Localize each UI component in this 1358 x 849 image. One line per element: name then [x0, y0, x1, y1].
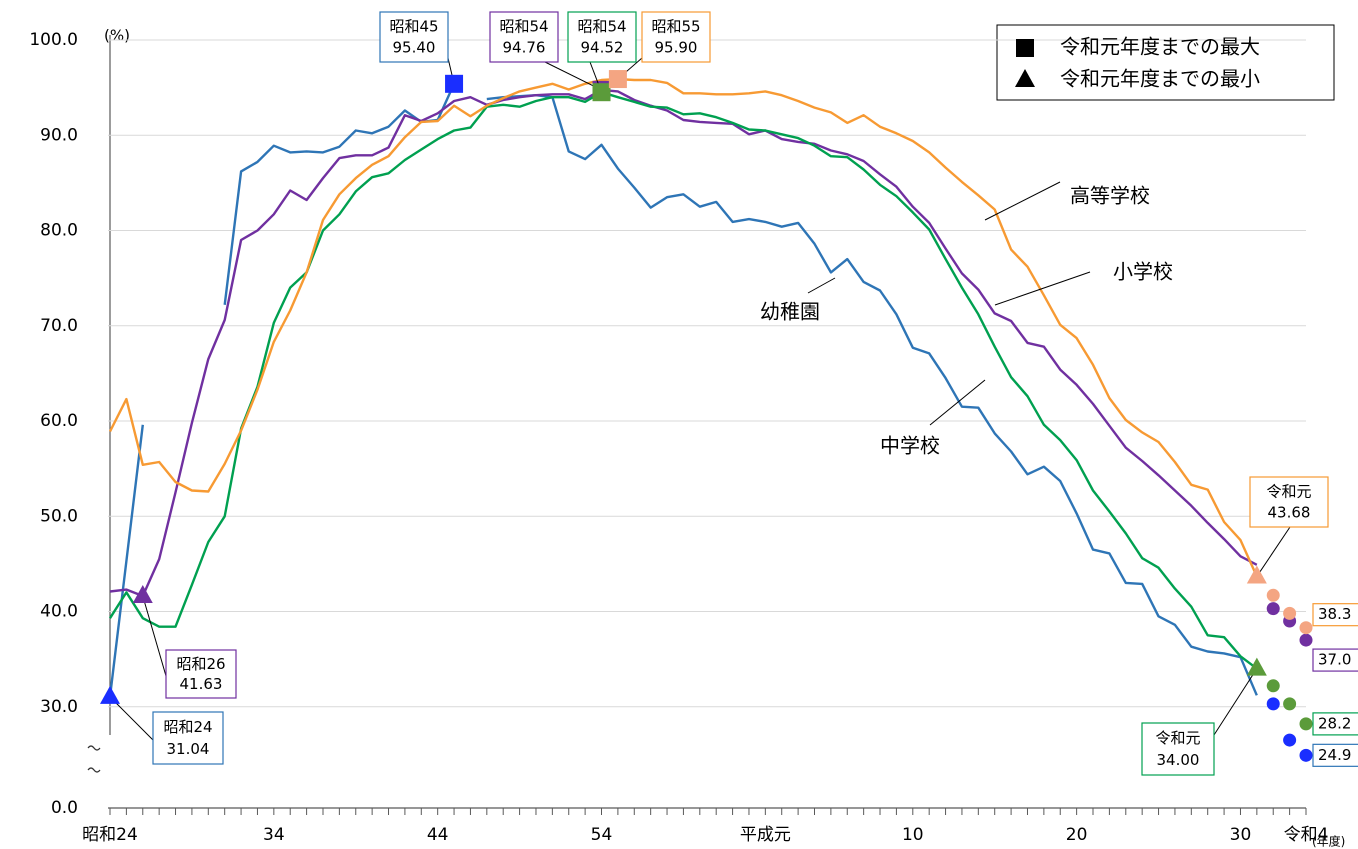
annotation-era: 令和元 — [1155, 729, 1200, 747]
data-dot — [1283, 733, 1297, 747]
extreme-marker — [445, 74, 464, 93]
x-tick-label: 令和4 — [1284, 825, 1329, 845]
annotation-box — [567, 11, 637, 63]
annotation-value: 41.63 — [180, 675, 223, 693]
data-dot — [1266, 679, 1280, 693]
annotation-box — [379, 11, 449, 63]
series-name: 小学校 — [1113, 260, 1173, 284]
x-tick-label: 10 — [902, 825, 924, 845]
data-dot — [1266, 602, 1280, 616]
legend-box — [996, 24, 1335, 101]
end-label: 28.2 — [1318, 714, 1351, 732]
leader-line — [807, 277, 836, 294]
end-label-box — [1312, 648, 1358, 672]
leader-line — [1213, 668, 1258, 736]
data-dot — [1299, 748, 1313, 762]
annotation-box — [489, 11, 559, 63]
end-label-box — [1312, 743, 1358, 767]
annotation-box — [1141, 722, 1215, 776]
y-tick-label: 80.0 — [40, 221, 78, 241]
end-label-box — [1312, 603, 1358, 627]
x-tick-label: 44 — [427, 825, 449, 845]
end-label: 24.9 — [1318, 746, 1351, 764]
extreme-marker — [592, 83, 611, 102]
data-dot — [1283, 606, 1297, 620]
x-tick-label: 昭和24 — [82, 825, 138, 845]
legend-label: 令和元年度までの最大 — [1060, 35, 1260, 59]
annotation-era: 昭和45 — [389, 18, 438, 36]
annotation-box — [165, 649, 237, 699]
series-line — [108, 91, 1258, 670]
x-unit: (年度) — [1312, 834, 1345, 849]
extreme-marker — [608, 70, 627, 89]
series-name: 幼稚園 — [760, 300, 820, 324]
data-dot — [1299, 621, 1313, 635]
x-tick-label: 平成元 — [740, 825, 791, 845]
leader-line — [544, 61, 602, 91]
annotation-value: 94.76 — [503, 39, 546, 57]
data-dot — [1299, 717, 1313, 731]
leader-line — [1256, 526, 1291, 577]
series-line — [108, 77, 1258, 577]
x-tick-label: 54 — [591, 825, 613, 845]
data-dot — [1299, 633, 1313, 647]
leader-line — [994, 271, 1091, 306]
annotation-era: 昭和26 — [176, 655, 225, 673]
annotation-value: 43.68 — [1268, 504, 1311, 522]
x-tick-label: 34 — [263, 825, 285, 845]
data-dot — [1266, 588, 1280, 602]
data-dot — [1266, 697, 1280, 711]
extreme-marker — [132, 584, 153, 603]
end-label: 38.3 — [1318, 605, 1351, 623]
series-name: 中学校 — [880, 434, 940, 458]
y-tick-label: 60.0 — [40, 411, 78, 431]
annotation-era: 昭和55 — [651, 18, 700, 36]
y-tick-label: 50.0 — [40, 506, 78, 526]
annotation-era: 昭和54 — [499, 18, 548, 36]
leader-line — [109, 696, 154, 741]
data-dot — [1283, 697, 1297, 711]
annotation-value: 34.00 — [1157, 751, 1200, 769]
annotation-era: 昭和54 — [577, 18, 626, 36]
end-label: 37.0 — [1318, 651, 1351, 669]
y-tick-label: 100.0 — [29, 30, 78, 50]
x-tick-label: 20 — [1066, 825, 1088, 845]
y-tick-label: 30.0 — [40, 697, 78, 717]
y-tick-label: 0.0 — [51, 798, 78, 818]
legend-marker — [1015, 69, 1035, 87]
axis-break — [87, 745, 101, 773]
annotation-value: 95.90 — [655, 39, 698, 57]
series-line — [109, 88, 1258, 598]
y-tick-label: 90.0 — [40, 125, 78, 145]
extreme-marker — [1246, 657, 1267, 676]
annotation-box — [641, 11, 711, 63]
annotation-box — [1249, 476, 1329, 528]
series-name: 高等学校 — [1070, 184, 1150, 208]
end-label-box — [1312, 712, 1358, 736]
x-tick-label: 30 — [1230, 825, 1252, 845]
y-unit: (%) — [104, 27, 130, 45]
y-tick-label: 40.0 — [40, 602, 78, 622]
extreme-marker — [1246, 565, 1267, 584]
y-tick-label: 70.0 — [40, 316, 78, 336]
series-line — [108, 424, 144, 697]
annotation-box — [152, 711, 224, 765]
extreme-marker — [100, 685, 120, 704]
annotation-era: 昭和24 — [163, 718, 212, 736]
series-line — [486, 94, 1258, 696]
annotation-value: 31.04 — [167, 740, 210, 758]
legend-marker — [1016, 39, 1034, 57]
leader-line — [929, 379, 986, 426]
annotation-value: 95.40 — [393, 39, 436, 57]
leader-line — [142, 595, 167, 677]
annotation-value: 94.52 — [581, 39, 624, 57]
leader-line — [984, 181, 1061, 221]
annotation-era: 令和元 — [1266, 483, 1311, 501]
legend-label: 令和元年度までの最小 — [1060, 67, 1260, 91]
